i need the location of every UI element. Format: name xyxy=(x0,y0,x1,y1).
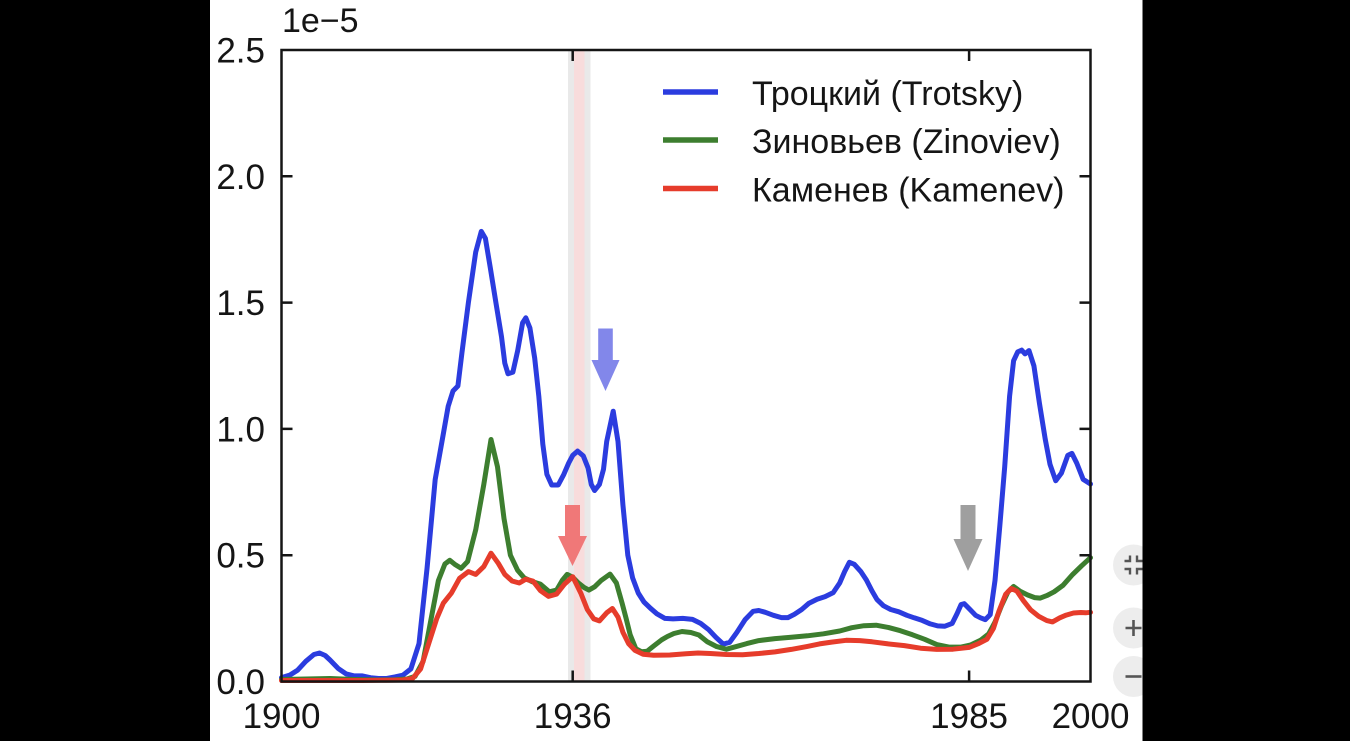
svg-text:1900: 1900 xyxy=(243,697,321,736)
svg-text:1.0: 1.0 xyxy=(216,410,265,449)
svg-text:1985: 1985 xyxy=(930,697,1008,736)
svg-text:0.0: 0.0 xyxy=(216,663,265,702)
svg-text:2.0: 2.0 xyxy=(216,158,265,197)
svg-text:Троцкий (Trotsky): Троцкий (Trotsky) xyxy=(752,75,1023,113)
svg-text:Каменев (Kamenev): Каменев (Kamenev) xyxy=(752,172,1064,210)
svg-text:1936: 1936 xyxy=(534,697,612,736)
svg-text:2.5: 2.5 xyxy=(216,32,265,71)
svg-text:1.5: 1.5 xyxy=(216,284,265,323)
svg-text:2000: 2000 xyxy=(1052,697,1130,736)
svg-text:1e−5: 1e−5 xyxy=(282,2,359,40)
svg-text:Зиновьев (Zinoviev): Зиновьев (Zinoviev) xyxy=(752,123,1061,161)
svg-text:0.5: 0.5 xyxy=(216,537,265,576)
